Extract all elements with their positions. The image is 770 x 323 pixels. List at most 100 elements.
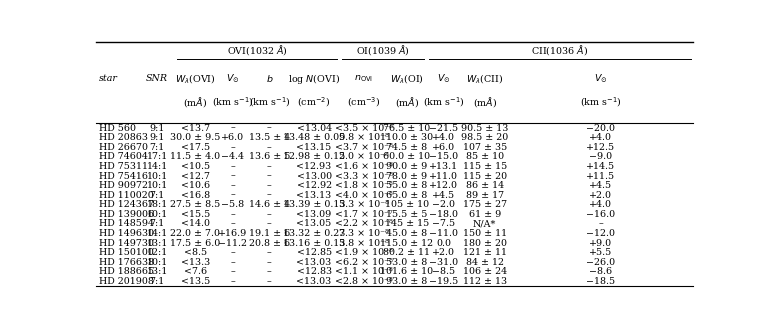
Text: <13.03: <13.03 bbox=[296, 258, 332, 267]
Text: 53.0 ± 8: 53.0 ± 8 bbox=[387, 258, 427, 267]
Text: 175 ± 27: 175 ± 27 bbox=[463, 200, 507, 209]
Text: <3.3 × 10⁻⁸: <3.3 × 10⁻⁸ bbox=[335, 172, 393, 181]
Text: −11.0: −11.0 bbox=[430, 229, 458, 238]
Text: 105 ± 10: 105 ± 10 bbox=[385, 200, 429, 209]
Text: 14:1: 14:1 bbox=[146, 162, 168, 171]
Text: +12.5: +12.5 bbox=[586, 143, 615, 152]
Text: <13.00: <13.00 bbox=[296, 172, 332, 181]
Text: <16.8: <16.8 bbox=[181, 191, 210, 200]
Text: <1.8 × 10⁻⁸: <1.8 × 10⁻⁸ bbox=[335, 181, 393, 190]
Text: $V_{\odot}$: $V_{\odot}$ bbox=[226, 72, 239, 85]
Text: 13:1: 13:1 bbox=[146, 267, 168, 276]
Text: −21.5: −21.5 bbox=[430, 124, 458, 133]
Text: 80.2 ± 11: 80.2 ± 11 bbox=[383, 248, 430, 257]
Text: 85 ± 10: 85 ± 10 bbox=[466, 152, 504, 162]
Text: 7.3 × 10⁻⁸: 7.3 × 10⁻⁸ bbox=[339, 229, 389, 238]
Text: –: – bbox=[598, 219, 603, 228]
Text: −18.0: −18.0 bbox=[430, 210, 458, 219]
Text: 9:1: 9:1 bbox=[149, 124, 165, 133]
Text: +14.5: +14.5 bbox=[586, 162, 615, 171]
Text: <15.5: <15.5 bbox=[181, 210, 210, 219]
Text: 13:1: 13:1 bbox=[146, 239, 168, 248]
Text: <2.8 × 10⁻⁸: <2.8 × 10⁻⁸ bbox=[335, 277, 393, 286]
Text: $W_{\lambda}$(OVI): $W_{\lambda}$(OVI) bbox=[175, 72, 216, 85]
Text: HD 149630: HD 149630 bbox=[99, 229, 154, 238]
Text: 98.5 ± 20: 98.5 ± 20 bbox=[461, 133, 508, 142]
Text: –: – bbox=[267, 181, 272, 190]
Text: 2.0 × 10⁻⁸: 2.0 × 10⁻⁸ bbox=[339, 152, 389, 162]
Text: OVI(1032 $\AA$): OVI(1032 $\AA$) bbox=[227, 43, 288, 57]
Text: HD 188665: HD 188665 bbox=[99, 267, 154, 276]
Text: 60.0 ± 10: 60.0 ± 10 bbox=[383, 152, 430, 162]
Text: +6.0: +6.0 bbox=[432, 143, 455, 152]
Text: –: – bbox=[230, 124, 236, 133]
Text: <13.03: <13.03 bbox=[296, 277, 332, 286]
Text: log $N$(OVI): log $N$(OVI) bbox=[288, 72, 340, 86]
Text: –: – bbox=[230, 248, 236, 257]
Text: –: – bbox=[267, 124, 272, 133]
Text: −26.0: −26.0 bbox=[586, 258, 615, 267]
Text: −18.5: −18.5 bbox=[586, 277, 615, 286]
Text: 110.0 ± 30: 110.0 ± 30 bbox=[380, 133, 434, 142]
Text: 89 ± 17: 89 ± 17 bbox=[466, 191, 504, 200]
Text: 27.5 ± 8.5: 27.5 ± 8.5 bbox=[170, 200, 220, 209]
Text: <3.7 × 10⁻⁸: <3.7 × 10⁻⁸ bbox=[335, 143, 393, 152]
Text: <12.92: <12.92 bbox=[296, 181, 332, 190]
Text: (m$\AA$): (m$\AA$) bbox=[183, 95, 207, 109]
Text: <1.6 × 10⁻⁸: <1.6 × 10⁻⁸ bbox=[335, 162, 393, 171]
Text: −31.0: −31.0 bbox=[430, 258, 458, 267]
Text: (km s$^{-1}$): (km s$^{-1}$) bbox=[423, 95, 464, 109]
Text: 0.0: 0.0 bbox=[437, 239, 451, 248]
Text: –: – bbox=[230, 172, 236, 181]
Text: <13.7: <13.7 bbox=[181, 124, 210, 133]
Text: –: – bbox=[230, 162, 236, 171]
Text: 20.8 ± 6: 20.8 ± 6 bbox=[249, 239, 290, 248]
Text: HD 139006: HD 139006 bbox=[99, 210, 154, 219]
Text: 17.5 ± 6.0: 17.5 ± 6.0 bbox=[170, 239, 220, 248]
Text: 115.0 ± 12: 115.0 ± 12 bbox=[380, 239, 434, 248]
Text: (m$\AA$): (m$\AA$) bbox=[395, 95, 419, 109]
Text: –: – bbox=[230, 267, 236, 276]
Text: −9.0: −9.0 bbox=[589, 152, 612, 162]
Text: –: – bbox=[230, 191, 236, 200]
Text: −16.0: −16.0 bbox=[586, 210, 615, 219]
Text: +4.0: +4.0 bbox=[589, 133, 612, 142]
Text: <12.83: <12.83 bbox=[296, 267, 332, 276]
Text: 90.5 ± 13: 90.5 ± 13 bbox=[461, 124, 508, 133]
Text: 112 ± 13: 112 ± 13 bbox=[463, 277, 507, 286]
Text: HD 74604: HD 74604 bbox=[99, 152, 148, 162]
Text: <14.0: <14.0 bbox=[181, 219, 209, 228]
Text: <13.5: <13.5 bbox=[181, 277, 210, 286]
Text: <7.6: <7.6 bbox=[184, 267, 207, 276]
Text: 55.0 ± 8: 55.0 ± 8 bbox=[387, 181, 427, 190]
Text: 5.8 × 10⁻⁸: 5.8 × 10⁻⁸ bbox=[339, 133, 389, 142]
Text: 9:1: 9:1 bbox=[149, 133, 165, 142]
Text: –: – bbox=[267, 172, 272, 181]
Text: HD 20863: HD 20863 bbox=[99, 133, 148, 142]
Text: <13.15: <13.15 bbox=[296, 143, 332, 152]
Text: −7.5: −7.5 bbox=[432, 219, 455, 228]
Text: +2.0: +2.0 bbox=[433, 248, 455, 257]
Text: 45.0 ± 8: 45.0 ± 8 bbox=[387, 229, 427, 238]
Text: –: – bbox=[230, 181, 236, 190]
Text: 5.8 × 10⁻⁸: 5.8 × 10⁻⁸ bbox=[339, 239, 389, 248]
Text: 7:1: 7:1 bbox=[149, 277, 165, 286]
Text: 11.5 ± 4.0: 11.5 ± 4.0 bbox=[170, 152, 220, 162]
Text: 13.48 ± 0.09: 13.48 ± 0.09 bbox=[283, 133, 345, 142]
Text: 84 ± 12: 84 ± 12 bbox=[466, 258, 504, 267]
Text: −4.4: −4.4 bbox=[222, 152, 244, 162]
Text: −8.5: −8.5 bbox=[432, 267, 455, 276]
Text: $V_{\odot}$: $V_{\odot}$ bbox=[437, 72, 450, 85]
Text: <2.2 × 10⁻⁸: <2.2 × 10⁻⁸ bbox=[335, 219, 393, 228]
Text: <17.5: <17.5 bbox=[181, 143, 210, 152]
Text: (km s$^{-1}$): (km s$^{-1}$) bbox=[213, 95, 253, 109]
Text: <3.5 × 10⁻⁸: <3.5 × 10⁻⁸ bbox=[335, 124, 393, 133]
Text: −19.5: −19.5 bbox=[429, 277, 458, 286]
Text: HD 560: HD 560 bbox=[99, 124, 136, 133]
Text: +11.5: +11.5 bbox=[586, 172, 615, 181]
Text: −2.0: −2.0 bbox=[433, 200, 455, 209]
Text: 74.5 ± 8: 74.5 ± 8 bbox=[387, 143, 427, 152]
Text: +13.1: +13.1 bbox=[430, 162, 458, 171]
Text: <13.04: <13.04 bbox=[296, 124, 332, 133]
Text: 180 ± 20: 180 ± 20 bbox=[463, 239, 507, 248]
